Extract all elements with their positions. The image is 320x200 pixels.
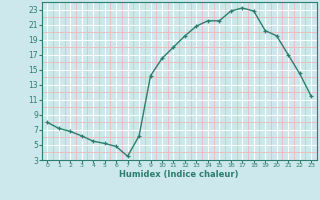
X-axis label: Humidex (Indice chaleur): Humidex (Indice chaleur): [119, 170, 239, 179]
